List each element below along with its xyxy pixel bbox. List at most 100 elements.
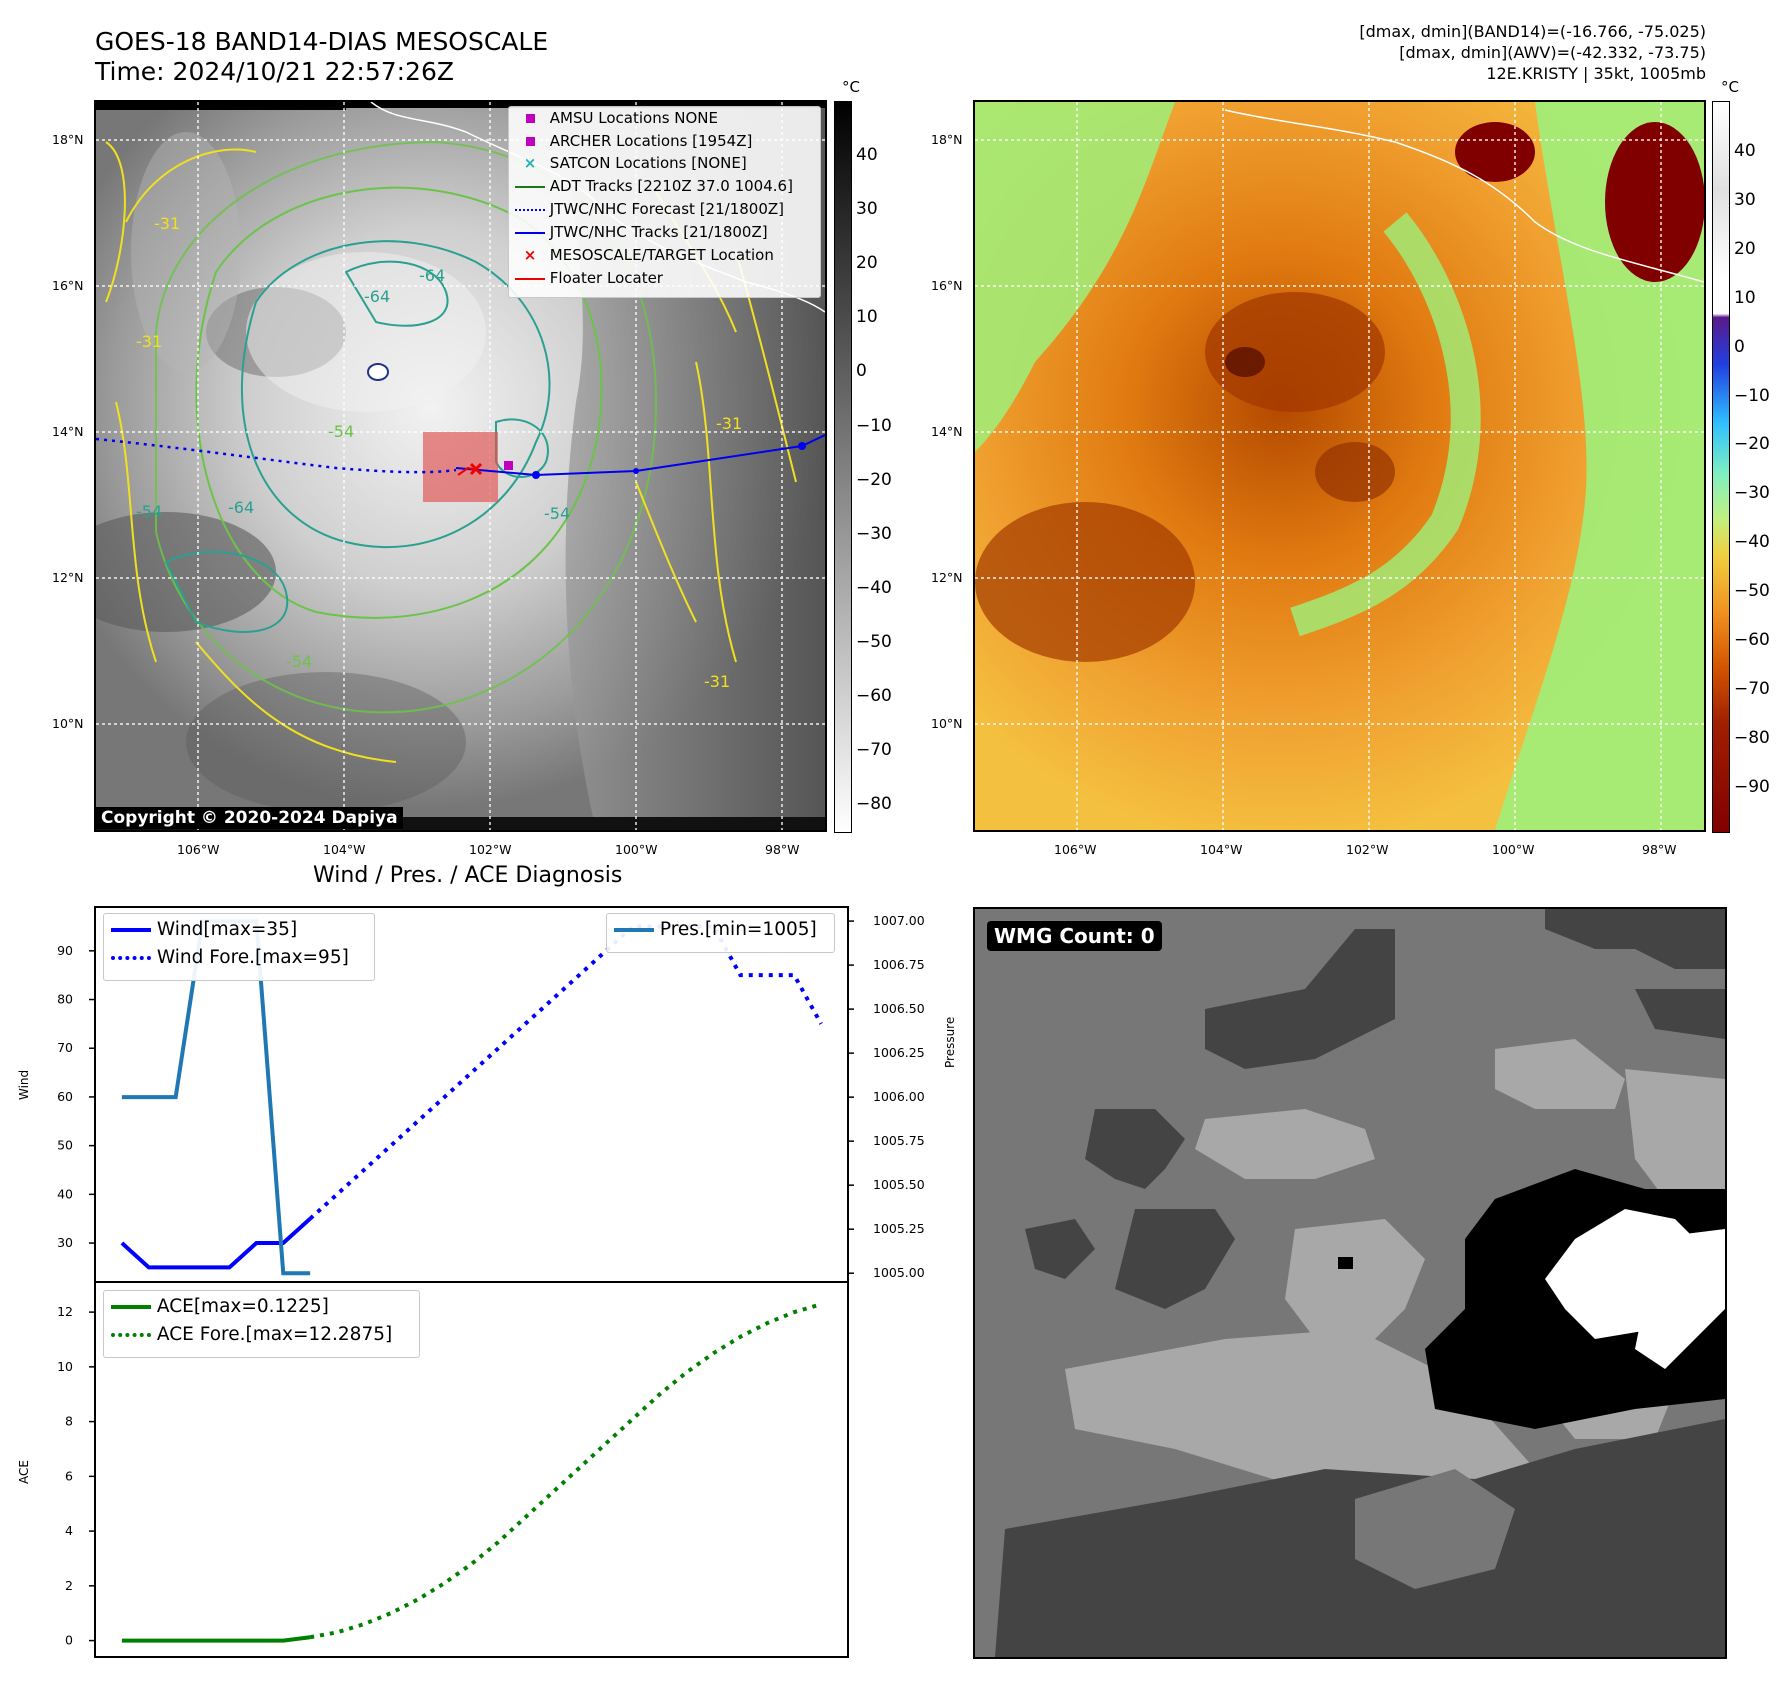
ace-axis-label: ACE [17, 1460, 31, 1484]
legend-item-forecast: JTWC/NHC Forecast [21/1800Z] [515, 200, 784, 218]
awv-image [975, 102, 1704, 830]
y-right-tick-label: 1007.00 [873, 913, 925, 928]
y-tick-label: 50 [57, 1138, 73, 1153]
y-right-tick-label: 1006.00 [873, 1089, 925, 1104]
dotted-line-icon [111, 1333, 151, 1337]
lat-tick: 12°N [52, 570, 84, 585]
lon-tick: 98°W [765, 842, 800, 857]
colorbar-tick: −40 [1734, 532, 1770, 553]
wind-axis-label: Wind [17, 1069, 31, 1100]
colorbar-tick: −60 [856, 686, 892, 706]
lat-tick: 14°N [52, 424, 84, 439]
contour-label: -31 [716, 414, 743, 433]
y-right-tick-label: 1006.25 [873, 1045, 925, 1060]
pressure-axis-label: Pressure [943, 1016, 957, 1068]
lat-tick: 18°N [52, 132, 84, 147]
y-tick-label: 12 [57, 1304, 73, 1319]
y-tick-label: 70 [57, 1040, 73, 1055]
y-right-tick-label: 1005.50 [873, 1177, 925, 1192]
lat-tick: 10°N [931, 716, 963, 731]
lon-tick: 106°W [1054, 842, 1097, 857]
wmg-image [975, 909, 1725, 1657]
colorbar-tick: 0 [856, 361, 867, 382]
solid-line-icon [111, 1305, 151, 1309]
contour-label: -64 [228, 498, 255, 517]
legend-item-satcon: × SATCON Locations [NONE] [515, 154, 747, 172]
lon-tick: 98°W [1642, 842, 1677, 857]
series-line [120, 1217, 312, 1270]
lat-tick: 10°N [52, 716, 84, 731]
y-right-tick-label: 1005.75 [873, 1133, 925, 1148]
lat-tick: 12°N [931, 570, 963, 585]
y-tick-label: 30 [57, 1235, 73, 1250]
lon-tick: 102°W [1346, 842, 1389, 857]
legend-item-wind: Wind[max=35] [111, 919, 297, 940]
y-right-tick-label: 1006.75 [873, 957, 925, 972]
series-line [308, 924, 823, 1221]
lat-tick: 14°N [931, 424, 963, 439]
colorbar-tick: −30 [1734, 483, 1770, 504]
contour-label: -31 [136, 332, 163, 351]
wind-legend: Wind[max=35] Wind Fore.[max=95] [103, 913, 375, 981]
contour-label: -54 [328, 422, 355, 441]
legend-item-floater: Floater Locater [515, 269, 663, 287]
lon-tick: 100°W [615, 842, 658, 857]
y-right-tick-label: 1005.25 [873, 1221, 925, 1236]
colorbar-tick: −60 [1734, 630, 1770, 650]
colorbar-tick: −30 [856, 523, 892, 544]
lon-tick: 104°W [1200, 842, 1243, 857]
colorbar-tick: −70 [1734, 678, 1770, 699]
colorbar-tick: −40 [856, 577, 892, 598]
colorbar-tick: 30 [1734, 189, 1756, 210]
contour-label: -54 [136, 502, 163, 521]
square-marker-icon [525, 114, 535, 123]
awv-map [973, 100, 1706, 832]
lat-tick: 18°N [931, 132, 963, 147]
colorbar-tick: 20 [856, 253, 878, 274]
colorbar-tick: 0 [1734, 336, 1745, 357]
colorbar-tick: −10 [856, 415, 892, 436]
colorbar-tick: −90 [1734, 776, 1770, 797]
solid-line-icon [111, 928, 151, 932]
contour-label: -64 [419, 266, 446, 285]
map-legend: AMSU Locations NONE ARCHER Locations [19… [508, 106, 821, 298]
y-right-tick-label: 1006.50 [873, 1001, 925, 1016]
lat-tick: 16°N [931, 278, 963, 293]
legend-item-amsu: AMSU Locations NONE [515, 109, 718, 127]
legend-item-adt: ADT Tracks [2210Z 37.0 1004.6] [515, 177, 793, 195]
figure-title: GOES-18 BAND14-DIAS MESOSCALE [95, 27, 549, 56]
legend-item-tracks: JTWC/NHC Tracks [21/1800Z] [515, 223, 768, 241]
lon-tick: 100°W [1492, 842, 1535, 857]
colorbar-tick: 10 [856, 307, 878, 328]
ace-legend: ACE[max=0.1225] ACE Fore.[max=12.2875] [103, 1290, 420, 1358]
lon-tick: 106°W [177, 842, 220, 857]
band14-map: -64 -64 -54 -54 -54 -64 -54 -31 -31 -31 … [94, 100, 827, 832]
copyright-label: Copyright © 2020-2024 Dapiya [96, 807, 403, 829]
dotted-line-icon [515, 208, 545, 211]
y-tick-label: 60 [57, 1089, 73, 1104]
stats-band14: [dmax, dmin](BAND14)=(-16.766, -75.025) [1359, 22, 1706, 41]
legend-item-ace-forecast: ACE Fore.[max=12.2875] [111, 1324, 392, 1345]
wmg-count-badge: WMG Count: 0 [987, 921, 1162, 951]
colorbar-unit: °C [842, 78, 860, 96]
lat-tick: 16°N [52, 278, 84, 293]
colorbar-tick: 40 [1734, 141, 1756, 161]
y-tick-label: 2 [65, 1578, 73, 1593]
diagnosis-chart: 304050607080901005.001005.251005.501005.… [57, 906, 925, 1658]
colorbar-tick: −50 [856, 631, 892, 652]
legend-item-archer: ARCHER Locations [1954Z] [515, 132, 752, 150]
contour-label: -31 [704, 672, 731, 691]
y-tick-label: 6 [65, 1468, 73, 1483]
contour-label: -64 [364, 287, 391, 306]
band14-colorbar [834, 101, 852, 833]
colorbar-tick: −20 [1734, 434, 1770, 455]
colorbar-tick: −20 [856, 469, 892, 490]
y-tick-label: 10 [57, 1359, 73, 1374]
contour-label: -54 [286, 652, 313, 671]
colorbar-tick: 10 [1734, 287, 1756, 308]
legend-item-pressure: Pres.[min=1005] [614, 919, 817, 940]
line-marker-icon [515, 185, 545, 188]
storm-info: 12E.KRISTY | 35kt, 1005mb [1486, 64, 1706, 83]
y-tick-label: 40 [57, 1186, 73, 1201]
colorbar-tick: 20 [1734, 238, 1756, 259]
